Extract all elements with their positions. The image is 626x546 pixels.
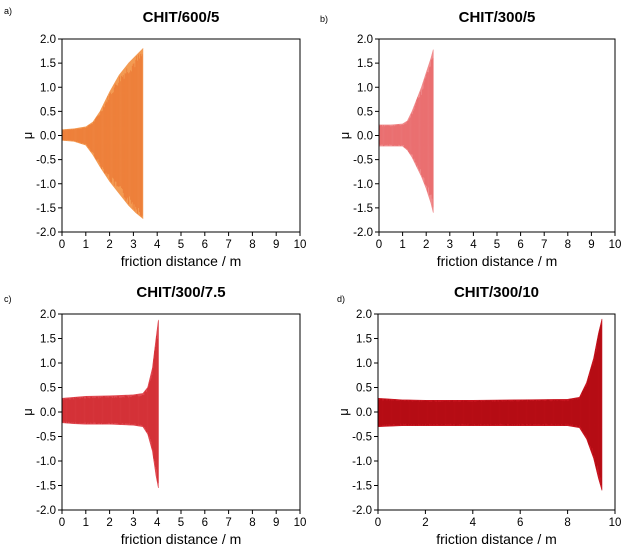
x-tick-label: 8 [249,239,255,251]
y-tick-label: -1.0 [353,179,373,191]
panel-letter: d) [337,294,345,304]
x-tick-label: 7 [541,239,547,251]
panel-letter: a) [4,6,12,16]
y-tick-label: 0.5 [40,106,56,118]
x-tick-label: 10 [609,517,622,529]
x-tick-label: 2 [423,239,429,251]
panel-letter: c) [4,294,12,304]
y-tick-label: 0.0 [40,407,56,419]
x-tick-label: 4 [154,239,161,251]
y-tick-label: 2.0 [40,309,56,321]
x-axis-label: friction distance / m [121,531,242,546]
x-tick-label: 1 [399,239,405,251]
x-tick-label: 6 [517,239,523,251]
x-tick-label: 6 [202,239,208,251]
y-tick-label: -0.5 [353,155,373,167]
y-tick-label: 2.0 [356,309,372,321]
x-tick-label: 9 [273,239,279,251]
chart-panel-2: -2.0 -1.5 -1.0 -0.5 0.0 0.5 1.0 1.5 2.0 0 1 2 3 4 5 6 7 8… [36,309,306,529]
x-axis-label: friction distance / m [437,253,558,269]
signal-texture-0 [377,324,602,486]
x-tick-label: 7 [225,239,231,251]
y-tick-label: 1.0 [40,82,56,94]
x-tick-label: 0 [59,239,65,251]
x-tick-label: 10 [294,239,307,251]
x-tick-label: 10 [609,239,622,251]
y-tick-label: 2.0 [357,34,373,46]
y-tick-label: -2.0 [36,227,56,239]
y-tick-label: 0.0 [356,407,372,419]
x-tick-label: 0 [375,517,381,529]
x-tick-label: 9 [588,239,594,251]
x-tick-label: 6 [517,517,523,529]
x-axis-label: friction distance / m [436,531,557,546]
y-tick-label: 0.5 [357,106,373,118]
y-tick-label: -0.5 [36,432,56,444]
x-tick-label: 10 [294,517,307,529]
y-tick-label: -1.0 [36,179,56,191]
x-tick-label: 2 [422,517,428,529]
y-tick-label: -0.5 [352,432,372,444]
chart-panel-1: -2.0 -1.5 -1.0 -0.5 0.0 0.5 1.0 1.5 2.0 0 1 2 3 4 5 6 7 8… [353,34,621,251]
y-tick-label: -2.0 [353,227,373,239]
x-tick-label: 3 [130,517,136,529]
x-tick-label: 5 [178,517,184,529]
y-tick-label: -1.0 [352,456,372,468]
chart-panel-0: -2.0 -1.5 -1.0 -0.5 0.0 0.5 1.0 1.5 2.0 0 1 2 3 4 5 6 7 8… [36,34,306,251]
y-tick-label: 1.5 [356,334,372,346]
x-tick-label: 7 [225,517,231,529]
x-axis-label: friction distance / m [121,253,242,269]
x-tick-label: 1 [83,239,89,251]
y-tick-label: 1.0 [356,358,372,370]
x-tick-label: 0 [376,239,382,251]
x-tick-label: 3 [130,239,136,251]
y-tick-label: -1.5 [36,203,56,215]
y-tick-label: 1.5 [357,58,373,70]
y-tick-label: 1.0 [40,358,56,370]
x-tick-label: 5 [178,239,184,251]
y-tick-label: 0.0 [40,131,56,143]
y-tick-label: 0.5 [356,383,372,395]
signal-envelope-0 [61,319,159,489]
chart-title: CHIT/300/7.5 [136,284,225,301]
y-axis-label: μ [20,132,35,140]
chart-title: CHIT/600/5 [143,9,220,26]
x-tick-label: 9 [273,517,279,529]
x-tick-label: 2 [106,517,112,529]
x-tick-label: 0 [59,517,65,529]
chart-title: CHIT/300/5 [459,9,536,26]
y-tick-label: -1.5 [353,203,373,215]
y-tick-label: 1.0 [357,82,373,94]
y-tick-label: -1.5 [352,481,372,493]
x-tick-label: 2 [106,239,112,251]
y-axis-label: μ [20,408,35,416]
y-axis-label: μ [336,408,351,416]
x-tick-label: 4 [470,517,477,529]
signal-envelope-0 [377,318,603,491]
x-tick-label: 3 [447,239,453,251]
y-tick-label: -1.5 [36,481,56,493]
x-tick-label: 5 [494,239,500,251]
y-tick-label: -2.0 [352,505,372,517]
x-tick-label: 8 [565,239,571,251]
x-tick-label: 6 [202,517,208,529]
y-axis-label: μ [337,132,352,140]
x-tick-label: 4 [470,239,477,251]
y-tick-label: 0.5 [40,383,56,395]
x-tick-label: 1 [83,517,89,529]
x-tick-label: 4 [154,517,161,529]
y-tick-label: -1.0 [36,456,56,468]
y-tick-label: 2.0 [40,34,56,46]
panel-letter: b) [320,14,328,24]
chart-panel-3: -2.0 -1.5 -1.0 -0.5 0.0 0.5 1.0 1.5 2.0 0 2 4 6 8 10 [352,309,621,529]
y-tick-label: -2.0 [36,505,56,517]
x-tick-label: 8 [564,517,570,529]
y-tick-label: -0.5 [36,155,56,167]
x-tick-label: 8 [249,517,255,529]
y-tick-label: 1.5 [40,334,56,346]
chart-title: CHIT/300/10 [454,284,539,301]
y-tick-label: 1.5 [40,58,56,70]
y-tick-label: 0.0 [357,131,373,143]
